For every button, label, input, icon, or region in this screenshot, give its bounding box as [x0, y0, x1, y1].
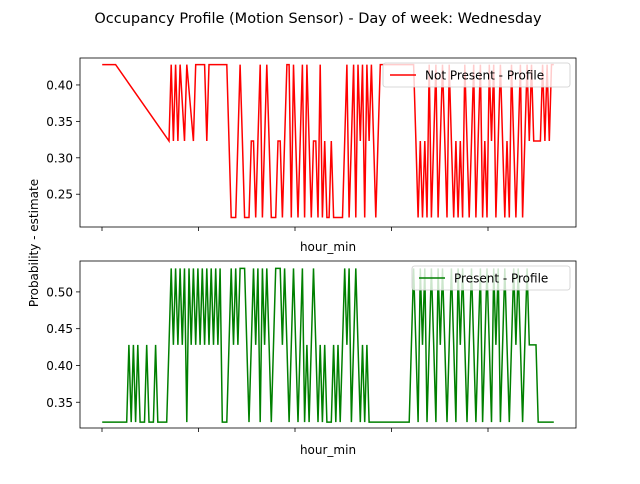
- top-x-axis-label: hour_min: [300, 240, 356, 254]
- bottom-series-line: [102, 267, 554, 423]
- bottom-y-tick-label: 0.45: [46, 322, 73, 336]
- bottom-legend-box: [411, 265, 571, 291]
- bottom-axes-frame: [79, 260, 577, 429]
- top-y-tick-label: 0.35: [46, 115, 73, 129]
- top-y-tick-label: 0.30: [46, 151, 73, 165]
- figure-title: Occupancy Profile (Motion Sensor) - Day …: [94, 11, 542, 27]
- top-legend-box: [382, 62, 571, 88]
- bottom-y-tick-label: 0.40: [46, 359, 73, 373]
- bottom-x-axis-label: hour_min: [300, 443, 356, 457]
- top-legend: Not Present - Profile: [382, 62, 571, 88]
- shared-y-axis-label: Probability - estimate: [27, 179, 41, 307]
- top-series-line: [102, 63, 554, 219]
- bottom-subplot: hour_min 0.35 0.40 0.45 0.50 Present - Profi…: [46, 260, 577, 457]
- bottom-y-tick-label: 0.35: [46, 396, 73, 410]
- top-y-tick-label: 0.25: [46, 188, 73, 202]
- top-y-tick-label: 0.40: [46, 78, 73, 92]
- top-legend-label: Not Present - Profile: [425, 69, 544, 83]
- top-axes-frame: [79, 57, 577, 228]
- bottom-legend-label: Present - Profile: [454, 272, 548, 286]
- bottom-legend: Present - Profile: [411, 265, 571, 291]
- top-subplot: hour_min 0.25 0.30 0.35 0.40 Not Present - P…: [46, 57, 577, 254]
- bottom-y-tick-label: 0.50: [46, 285, 73, 299]
